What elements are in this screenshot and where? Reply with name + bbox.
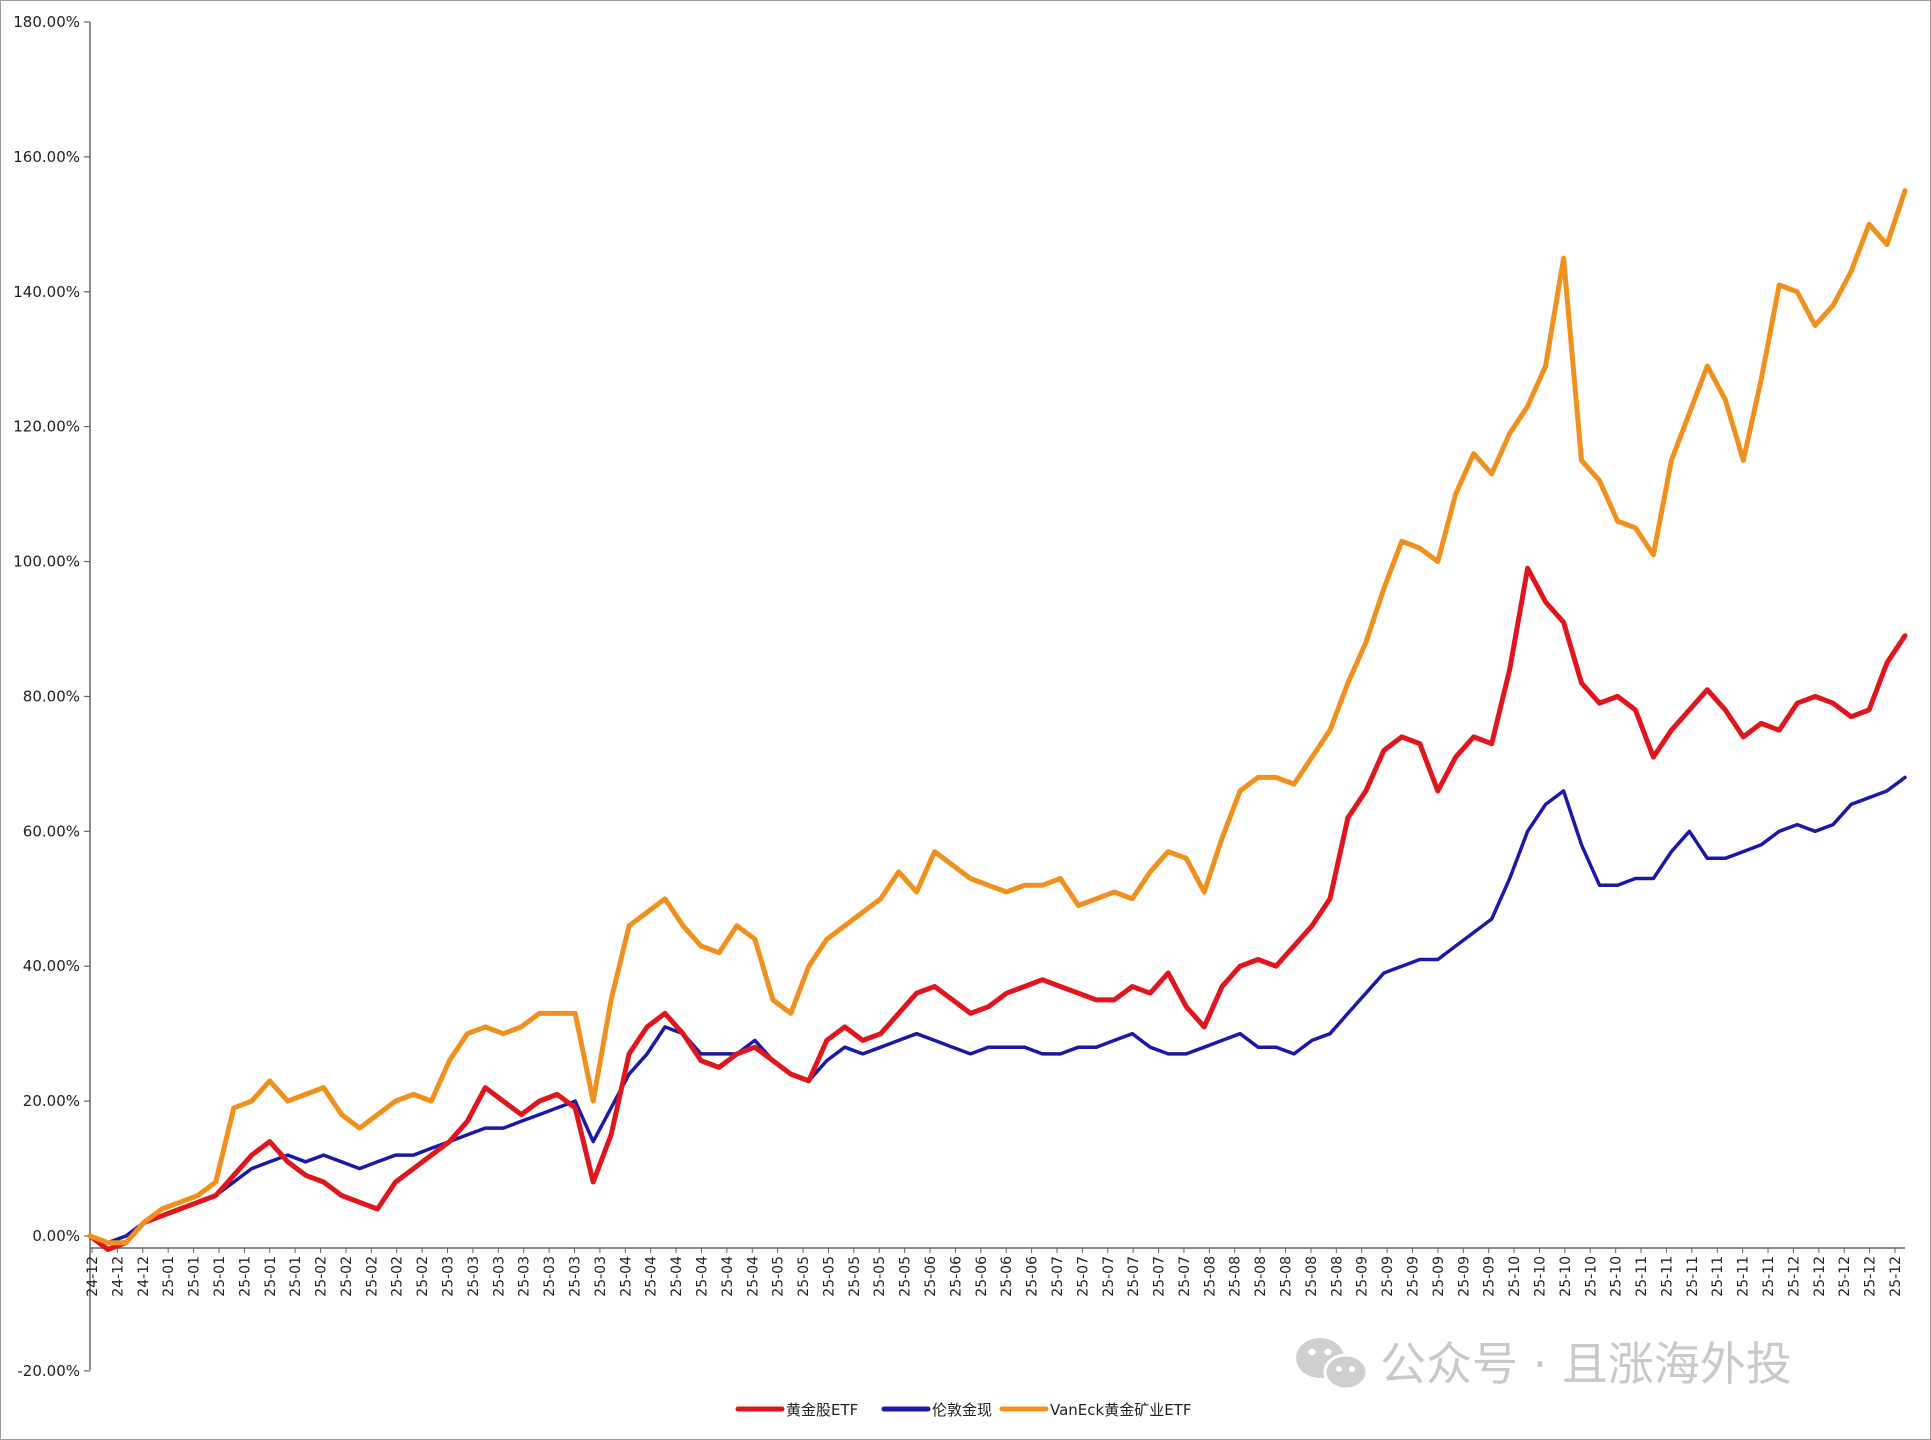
x-tick-label: 25-09	[1355, 1256, 1371, 1297]
legend-label: VanEck黄金矿业ETF	[1050, 1401, 1191, 1419]
x-tick-label: 25-12	[1837, 1256, 1853, 1297]
x-tick-label: 25-08	[1202, 1256, 1218, 1297]
x-tick-label: 25-09	[1431, 1256, 1447, 1297]
y-tick-label: 120.00%	[13, 418, 80, 436]
x-tick-label: 25-04	[745, 1256, 761, 1297]
y-tick-label: 140.00%	[13, 283, 80, 301]
x-tick-label: 25-09	[1380, 1256, 1396, 1297]
x-tick-label: 25-09	[1456, 1256, 1472, 1297]
x-tick-label: 25-12	[1863, 1256, 1879, 1297]
x-tick-label: 25-08	[1228, 1256, 1244, 1297]
x-tick-label: 25-01	[288, 1256, 304, 1297]
x-tick-label: 25-05	[847, 1256, 863, 1297]
series-line-2	[87, 188, 1908, 1246]
y-tick-label: 40.00%	[23, 957, 80, 975]
x-tick-label: 25-10	[1583, 1256, 1599, 1297]
x-tick-label: 25-11	[1710, 1256, 1726, 1297]
y-tick-label: 100.00%	[13, 553, 80, 571]
x-tick-label: 25-03	[517, 1256, 533, 1297]
x-tick-label: 25-05	[771, 1256, 787, 1297]
x-tick-label: 25-06	[948, 1256, 964, 1297]
y-tick-label: 160.00%	[13, 148, 80, 166]
x-tick-label: 25-10	[1507, 1256, 1523, 1297]
x-tick-label: 25-07	[1177, 1256, 1193, 1297]
x-tick-label: 25-01	[212, 1256, 228, 1297]
x-tick-label: 25-09	[1482, 1256, 1498, 1297]
x-axis: 24-12 24-12 24-12 25-01 25-01 25-01 25-01 25-01…	[85, 1247, 1905, 1297]
x-tick-label: 25-02	[314, 1256, 330, 1297]
wechat-icon	[1296, 1338, 1369, 1391]
x-tick-label: 25-11	[1634, 1256, 1650, 1297]
x-tick-label: 25-02	[415, 1256, 431, 1297]
x-tick-label: 25-05	[821, 1256, 837, 1297]
x-tick-label: 25-11	[1761, 1256, 1777, 1297]
legend-label: 黄金股ETF	[786, 1401, 858, 1419]
y-tick-label: 20.00%	[23, 1092, 80, 1110]
x-tick-label: 25-01	[263, 1256, 279, 1297]
x-tick-label: 25-04	[644, 1256, 660, 1297]
x-tick-label: 25-03	[567, 1256, 583, 1297]
y-axis: -20.00% 0.00% 20.00% 40.00% 60.00% 80.00% 100.…	[13, 13, 91, 1380]
y-tick-label: 0.00%	[32, 1227, 80, 1245]
x-tick-label: 25-05	[872, 1256, 888, 1297]
x-tick-label: 25-03	[441, 1256, 457, 1297]
x-tick-label: 25-10	[1532, 1256, 1548, 1297]
x-tick-label: 25-11	[1736, 1256, 1752, 1297]
x-tick-label: 25-05	[796, 1256, 812, 1297]
x-tick-label: 25-02	[364, 1256, 380, 1297]
x-tick-label: 25-02	[339, 1256, 355, 1297]
x-tick-label: 25-06	[923, 1256, 939, 1297]
x-tick-label: 25-06	[1025, 1256, 1041, 1297]
x-tick-label: 25-07	[1101, 1256, 1117, 1297]
x-tick-label: 25-12	[1888, 1256, 1904, 1297]
x-tick-label: 25-07	[1050, 1256, 1066, 1297]
x-tick-label: 25-03	[466, 1256, 482, 1297]
x-tick-label: 25-10	[1609, 1256, 1625, 1297]
y-tick-label: 80.00%	[23, 687, 80, 705]
x-tick-label: 25-06	[974, 1256, 990, 1297]
x-tick-label: 25-03	[593, 1256, 609, 1297]
x-tick-label: 25-04	[694, 1256, 710, 1297]
y-tick-label: 60.00%	[23, 822, 80, 840]
x-tick-label: 25-08	[1279, 1256, 1295, 1297]
x-tick-label: 25-04	[669, 1256, 685, 1297]
x-tick-label: 25-08	[1329, 1256, 1345, 1297]
x-tick-label: 25-05	[898, 1256, 914, 1297]
x-tick-label: 25-04	[618, 1256, 634, 1297]
x-tick-label: 24-12	[136, 1256, 152, 1297]
x-tick-label: 25-07	[1126, 1256, 1142, 1297]
x-tick-label: 25-04	[720, 1256, 736, 1297]
y-tick-label: -20.00%	[17, 1362, 80, 1380]
x-tick-label: 24-12	[110, 1256, 126, 1297]
x-tick-label: 25-06	[999, 1256, 1015, 1297]
x-tick-label: 25-03	[491, 1256, 507, 1297]
x-tick-label: 25-12	[1812, 1256, 1828, 1297]
x-tick-label: 25-08	[1253, 1256, 1269, 1297]
x-tick-label: 25-11	[1659, 1256, 1675, 1297]
series-line-1	[88, 775, 1907, 1245]
legend: 黄金股ETF 伦敦金现 VanEck黄金矿业ETF	[735, 1401, 1191, 1419]
y-tick-label: 180.00%	[13, 13, 80, 31]
series-line-0	[87, 565, 1908, 1252]
x-tick-label: 25-01	[187, 1256, 203, 1297]
x-tick-label: 25-07	[1075, 1256, 1091, 1297]
watermark-text: 公众号 · 且涨海外投	[1380, 1337, 1792, 1391]
x-tick-label: 25-08	[1304, 1256, 1320, 1297]
x-tick-label: 25-12	[1786, 1256, 1802, 1297]
x-tick-label: 25-01	[161, 1256, 177, 1297]
watermark: 公众号 · 且涨海外投	[1296, 1337, 1792, 1391]
x-tick-label: 25-01	[237, 1256, 253, 1297]
x-tick-label: 25-07	[1152, 1256, 1168, 1297]
x-tick-label: 24-12	[85, 1256, 101, 1297]
x-tick-label: 25-10	[1558, 1256, 1574, 1297]
legend-label: 伦敦金现	[932, 1401, 992, 1419]
x-tick-label: 25-02	[390, 1256, 406, 1297]
x-tick-label: 25-03	[542, 1256, 558, 1297]
x-tick-label: 25-11	[1685, 1256, 1701, 1297]
x-tick-label: 25-09	[1406, 1256, 1422, 1297]
series-layer	[87, 188, 1908, 1252]
